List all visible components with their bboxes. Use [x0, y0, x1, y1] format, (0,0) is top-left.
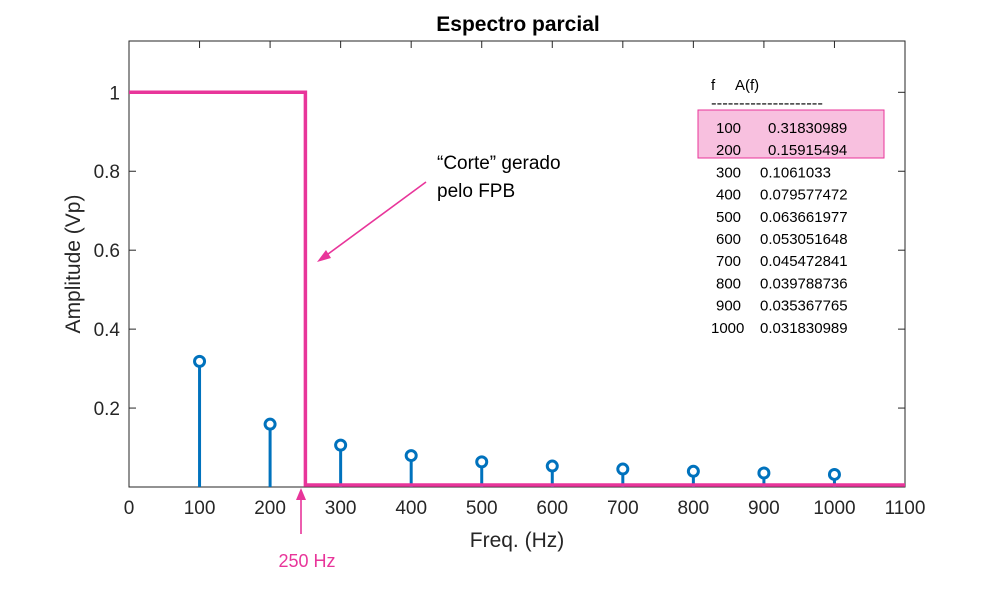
table-cell-f: 300	[716, 164, 741, 181]
value-table: f A(f) -------------------- 100 0.3183098…	[697, 77, 885, 337]
x-tick-label: 0	[124, 498, 135, 519]
table-cell-f: 400	[716, 187, 741, 204]
stem-marker	[475, 455, 489, 469]
corte-arrowhead	[317, 250, 331, 262]
table-cell-f: 100	[716, 120, 741, 137]
y-tick-label: 0.8	[94, 162, 120, 183]
chart-title: Espectro parcial	[436, 13, 599, 36]
x-tick-label: 600	[536, 498, 568, 519]
x-tick-label: 500	[466, 498, 498, 519]
stem-marker	[193, 354, 207, 368]
table-cell-a: 0.079577472	[760, 187, 848, 204]
table-cell-a: 0.035367765	[760, 298, 848, 315]
table-cell-f: 1000	[711, 320, 744, 337]
table-highlight	[697, 109, 885, 159]
y-tick-label: 1	[109, 83, 120, 104]
table-cell-a: 0.039788736	[760, 275, 848, 292]
table-separator: --------------------	[711, 95, 823, 112]
table-cell-a: 0.053051648	[760, 231, 848, 248]
stem-marker	[757, 466, 771, 480]
corte-arrow	[323, 181, 427, 258]
cutoff-arrowhead	[296, 488, 306, 500]
table-header-af: A(f)	[735, 77, 759, 94]
x-axis-label: Freq. (Hz)	[470, 529, 565, 552]
x-tick-label: 1000	[813, 498, 855, 519]
table-cell-a: 0.045472841	[760, 253, 848, 270]
table-header-f: f	[711, 77, 716, 94]
filter-curve	[129, 90, 905, 487]
x-tick-label: 1100	[885, 498, 926, 519]
table-cell-f: 700	[716, 253, 741, 270]
y-tick-label: 0.2	[94, 399, 120, 420]
x-tick-label: 800	[678, 498, 710, 519]
y-tick-label: 0.4	[94, 320, 121, 341]
stem-marker	[404, 449, 418, 463]
x-tick-label: 300	[325, 498, 357, 519]
stem-marker	[545, 459, 559, 473]
table-cell-a: 0.1061033	[760, 164, 831, 181]
stem-marker	[686, 464, 700, 478]
y-tick-label: 0.6	[94, 241, 120, 262]
table-cell-a: 0.031830989	[760, 320, 848, 337]
x-tick-label: 100	[184, 498, 216, 519]
stem-marker	[263, 417, 277, 431]
x-tick-label: 200	[254, 498, 286, 519]
corte-annotation-line2: pelo FPB	[437, 181, 515, 202]
y-axis-label: Amplitude (Vp)	[62, 195, 85, 334]
corte-annotation-line1: “Corte” gerado	[437, 153, 561, 174]
x-tick-label: 400	[395, 498, 427, 519]
table-cell-f: 200	[716, 142, 741, 159]
stem-marker	[827, 467, 841, 481]
table-cell-f: 800	[716, 275, 741, 292]
table-cell-a: 0.063661977	[760, 209, 848, 226]
x-tick-label: 900	[748, 498, 780, 519]
cutoff-label: 250 Hz	[278, 551, 335, 571]
stem-marker	[616, 462, 630, 476]
stem-marker	[334, 438, 348, 452]
table-cell-f: 600	[716, 231, 741, 248]
table-cell-f: 500	[716, 209, 741, 226]
x-tick-label: 700	[607, 498, 639, 519]
x-axis: 0 100 200 300 400 500 600 700 800 900 1000 1100	[124, 41, 926, 519]
table-cell-f: 900	[716, 298, 741, 315]
table-cell-a: 0.31830989	[768, 120, 847, 137]
table-cell-a: 0.15915494	[768, 142, 847, 159]
y-axis: 0.2 0.4 0.6 0.8 1	[94, 83, 905, 420]
